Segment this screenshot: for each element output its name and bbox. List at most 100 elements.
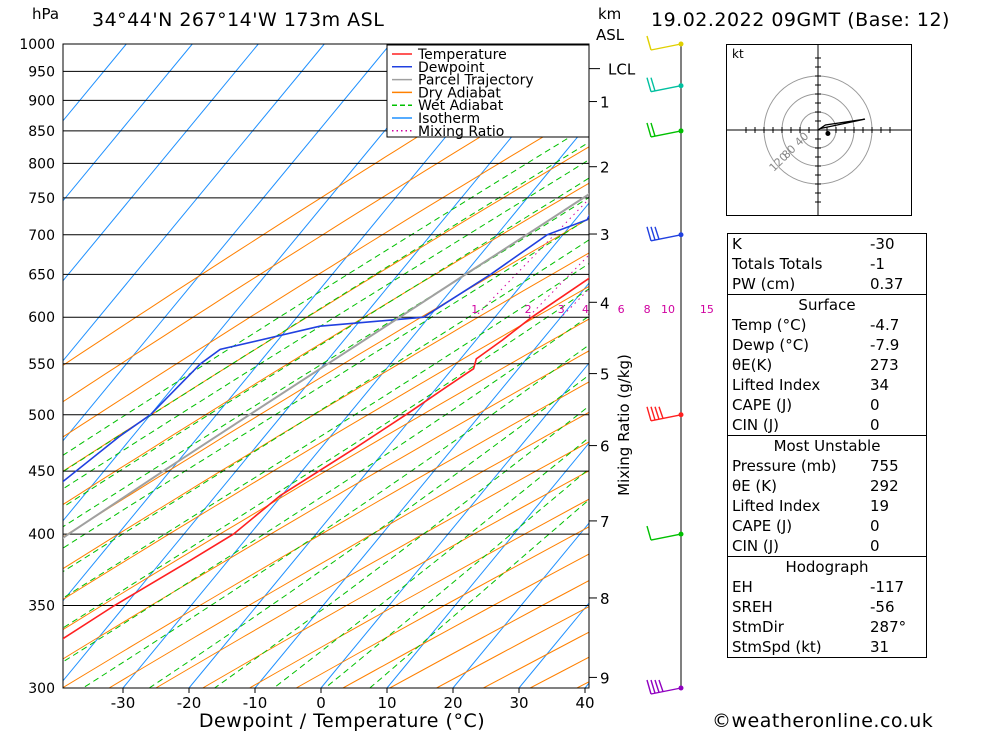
stat-label-k: K [727, 233, 870, 254]
table-row: Lifted Index 34 [727, 375, 927, 395]
dry-adiabat-line [624, 44, 720, 688]
x-tick-label: -20 [177, 694, 202, 712]
dry-adiabat-line [63, 217, 589, 538]
wind-barb [646, 122, 684, 138]
height-tick-label: 3 [600, 226, 610, 244]
mixing-ratio-label: 2 [525, 303, 532, 316]
table-row: Temp (°C) -4.7 [727, 315, 927, 335]
mixing-ratio-line [527, 254, 589, 318]
dry-adiabat-line [576, 681, 589, 688]
wet-adiabat-line [63, 159, 589, 490]
pressure-tick-label: 700 [28, 228, 55, 244]
x-tick-label: -10 [243, 694, 268, 712]
pressure-tick-label: 400 [28, 527, 55, 543]
dry-adiabat-line [389, 579, 589, 688]
wind-barb-flag [650, 77, 656, 92]
wind-barb-shaft [650, 130, 682, 138]
pressure-tick-label: 350 [28, 599, 55, 615]
dry-adiabat-line [63, 182, 589, 506]
wind-barb-flag [650, 406, 656, 421]
most-unstable-title: Most Unstable [727, 435, 927, 456]
wind-barb-flag [650, 122, 656, 137]
table-row: CIN (J) 0 [727, 536, 927, 557]
height-tick-label: 9 [600, 669, 610, 687]
plot-frame [62, 43, 590, 689]
pressure-tick-label: 650 [28, 267, 55, 283]
pressure-unit-label: hPa [32, 5, 60, 23]
x-tick-label: 20 [443, 694, 462, 712]
mixing-ratio-label: 15 [700, 303, 714, 316]
wind-barb-flag [658, 406, 664, 419]
hodograph-title: Hodograph [727, 556, 927, 577]
section-header: Hodograph [727, 556, 927, 577]
wet-adiabat-line [63, 288, 589, 629]
isotherm-line [386, 442, 589, 688]
height-tick-label: 8 [600, 590, 610, 608]
isotherm-line [188, 202, 589, 688]
x-tick-label: 0 [316, 694, 326, 712]
legend-label: Wet Adiabat [418, 98, 504, 114]
wind-barb-shaft [650, 414, 682, 422]
isotherm-line [63, 44, 523, 602]
table-row: CAPE (J) 0 [727, 395, 927, 415]
table-row: Lifted Index 19 [727, 496, 927, 516]
stat-value: 19 [870, 496, 927, 516]
isotherm-line [452, 522, 589, 688]
legend-label: Parcel Trajectory [418, 73, 534, 89]
height-tick-label: 7 [600, 513, 610, 531]
wind-barb [646, 406, 684, 422]
wind-barb-dot [678, 685, 684, 691]
wind-barb-flag [646, 77, 652, 92]
wind-barb-shaft [650, 234, 682, 242]
wind-barb-flag [646, 226, 652, 241]
isotherm-line [63, 44, 193, 202]
wind-barb-dot [678, 531, 684, 537]
wind-barb-flag [658, 679, 664, 692]
pressure-tick-label: 850 [28, 124, 55, 140]
wind-barb-flag [646, 35, 652, 51]
pressure-tick-label: 950 [28, 64, 55, 80]
dry-adiabat-line [63, 146, 589, 472]
table-row: Pressure (mb) 755 [727, 456, 927, 476]
stat-label: CIN (J) [727, 415, 870, 436]
dry-adiabat-line [155, 441, 589, 688]
wet-adiabat-line [63, 196, 589, 528]
wind-barb [646, 226, 684, 242]
stat-value-k: -30 [870, 233, 927, 254]
wind-barb-flag [654, 226, 660, 240]
table-row: CAPE (J) 0 [727, 516, 927, 536]
stat-label: CAPE (J) [727, 395, 870, 415]
stat-label: Pressure (mb) [727, 456, 870, 476]
surface-title: Surface [727, 294, 927, 315]
stat-value: 0 [870, 415, 927, 436]
pressure-tick-label: 300 [28, 681, 55, 697]
wind-barb-dot [678, 412, 684, 418]
wind-barb-dot [678, 232, 684, 238]
parcel-trajectory-line [63, 193, 589, 540]
stat-value-pw: 0.37 [870, 274, 927, 295]
dry-adiabat-line [63, 285, 589, 601]
mixing-ratio-label: 8 [644, 303, 651, 316]
dry-adiabat-line [63, 350, 589, 660]
wet-adiabat-line [63, 239, 589, 573]
isotherm-line [63, 44, 325, 362]
wet-adiabat-line [148, 374, 589, 688]
stat-value: -7.9 [870, 335, 927, 355]
dry-adiabat-line [63, 70, 589, 403]
dry-adiabat-line [63, 381, 589, 688]
table-row: StmSpd (kt) 31 [727, 637, 927, 658]
wind-barb-shaft [650, 43, 682, 51]
wind-barb-flag [654, 679, 660, 693]
storm-motion-marker [825, 130, 831, 136]
table-row: EH -117 [727, 577, 927, 597]
pressure-tick-label: 550 [28, 357, 55, 373]
mixing-ratio-label: 10 [661, 303, 675, 316]
stat-value: 0 [870, 536, 927, 557]
dry-adiabat-line [63, 108, 589, 438]
wind-barb-dot [678, 83, 684, 89]
isotherm-line [63, 44, 457, 522]
wet-adiabat-line [63, 141, 589, 473]
isotherm-line [63, 44, 259, 282]
wind-barb-dot [678, 128, 684, 134]
